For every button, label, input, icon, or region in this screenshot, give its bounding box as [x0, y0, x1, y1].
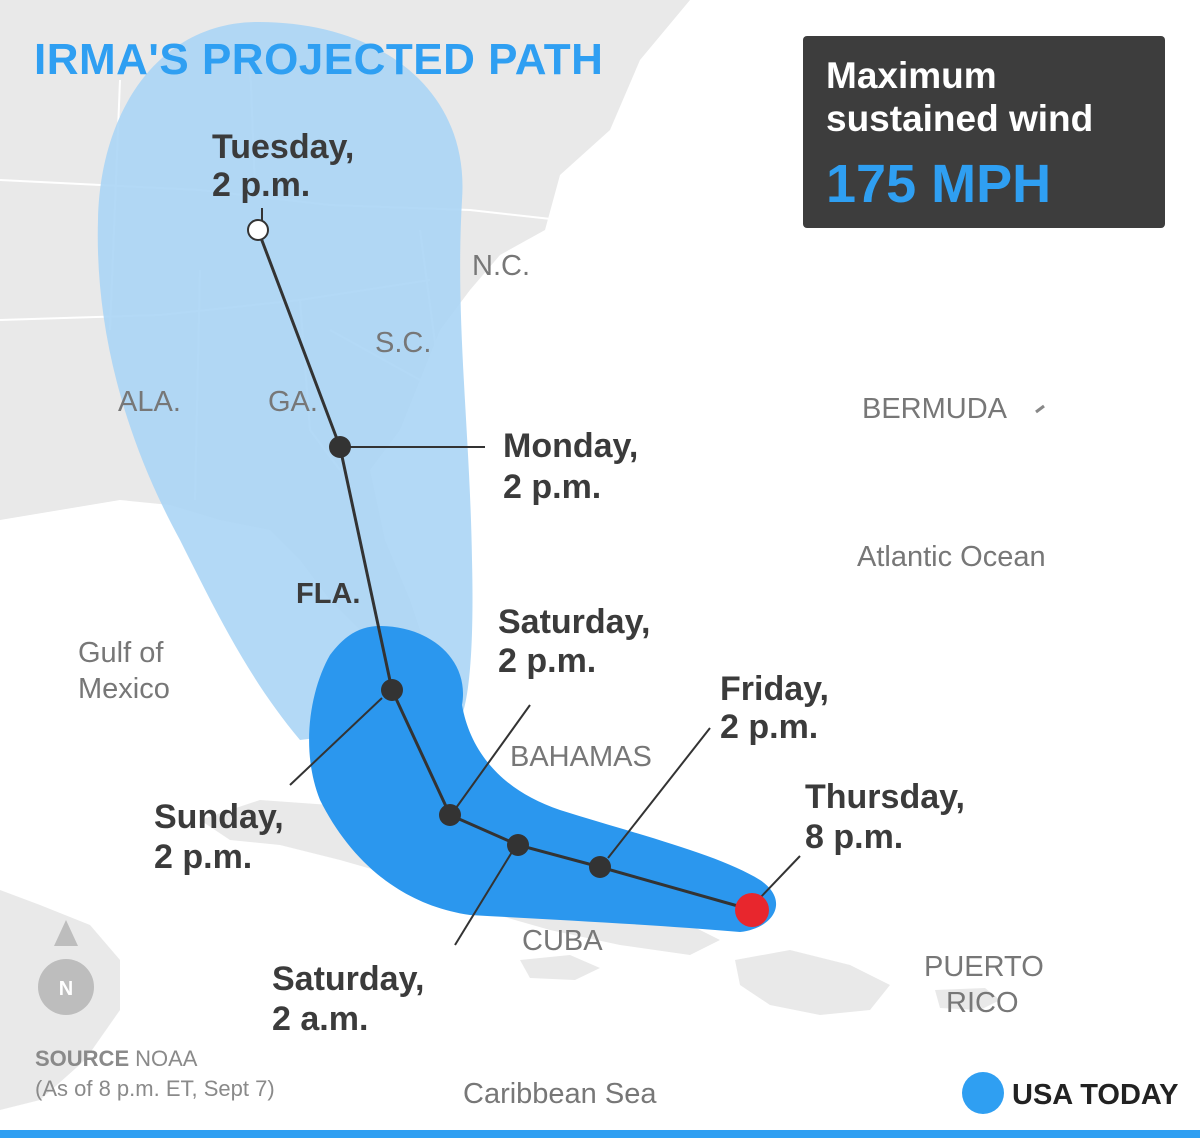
place-gulf-line2: Mexico: [78, 673, 170, 705]
map-title: IRMA'S PROJECTED PATH: [34, 35, 603, 84]
place-bahamas: BAHAMAS: [510, 741, 652, 773]
place-bermuda: BERMUDA: [862, 393, 1008, 425]
jamaica: [520, 955, 600, 980]
place-atlantic: Atlantic Ocean: [857, 541, 1046, 573]
track-point-monday-2pm: [329, 436, 351, 458]
bottom-accent-bar: [0, 1130, 1200, 1138]
place-caribbean: Caribbean Sea: [463, 1078, 657, 1110]
place-fla: FLA.: [296, 578, 360, 610]
label-thursday-line1: Thursday,: [805, 778, 965, 816]
forecast-cone-outer: [97, 22, 473, 740]
label-friday-line1: Friday,: [720, 670, 829, 708]
label-tuesday-line1: Tuesday,: [212, 128, 354, 166]
label-thursday-line2: 8 p.m.: [805, 818, 903, 856]
place-pr-line1: PUERTO: [924, 951, 1044, 983]
track-point-saturday-2pm: [439, 804, 461, 826]
label-sunday-line2: 2 p.m.: [154, 838, 252, 876]
place-pr-line2: RICO: [946, 987, 1019, 1019]
track-point-thursday-8pm: [735, 893, 769, 927]
wind-box-value: 175 MPH: [826, 154, 1051, 214]
track-point-sunday-2pm: [381, 679, 403, 701]
puerto-rico-island: [935, 988, 1000, 1010]
label-saturday-2am-line1: Saturday,: [272, 960, 424, 998]
wind-box-line2: sustained wind: [826, 98, 1093, 139]
forecast-cone-inner: [309, 626, 777, 932]
label-saturday-2pm-line2: 2 p.m.: [498, 642, 596, 680]
place-nc: N.C.: [472, 250, 530, 282]
label-monday-line1: Monday,: [503, 427, 638, 465]
track-point-friday-2pm: [589, 856, 611, 878]
leader-lines: [261, 208, 801, 946]
label-friday-line2: 2 p.m.: [720, 708, 818, 746]
place-ala: ALA.: [118, 386, 181, 418]
wind-box: [803, 36, 1165, 228]
wind-box-line1: Maximum: [826, 55, 997, 96]
track-point-saturday-2am: [507, 834, 529, 856]
place-cuba: CUBA: [522, 925, 603, 957]
place-ga: GA.: [268, 386, 318, 418]
usa-today-logo-text: USA TODAY: [1012, 1079, 1179, 1111]
north-label: N: [59, 978, 73, 1000]
usa-today-logo-icon: [962, 1072, 1004, 1114]
north-arrow-icon: [54, 920, 78, 946]
label-saturday-2am-line2: 2 a.m.: [272, 1000, 368, 1038]
place-gulf-line1: Gulf of: [78, 637, 164, 669]
label-tuesday-line2: 2 p.m.: [212, 166, 310, 204]
label-sunday-line1: Sunday,: [154, 798, 284, 836]
label-monday-line2: 2 p.m.: [503, 468, 601, 506]
bermuda-island: [1035, 404, 1045, 414]
label-saturday-2pm-line1: Saturday,: [498, 603, 650, 641]
source-label: SOURCE: [35, 1046, 129, 1071]
track-point-tuesday-2pm: [247, 219, 269, 241]
hispaniola: [735, 950, 890, 1015]
place-sc: S.C.: [375, 327, 431, 359]
source-line: SOURCE NOAA: [35, 1046, 198, 1071]
source-note: (As of 8 p.m. ET, Sept 7): [35, 1076, 275, 1101]
source-name: NOAA: [135, 1046, 198, 1071]
north-compass-icon: [38, 959, 94, 1015]
